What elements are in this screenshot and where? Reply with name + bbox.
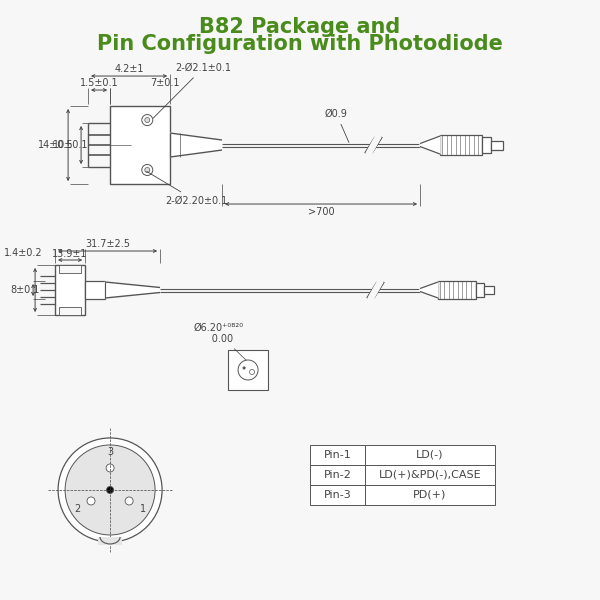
Text: LD(+)&PD(-),CASE: LD(+)&PD(-),CASE [379,470,481,480]
Bar [59,307,81,315]
Text: Ø0.9: Ø0.9 [325,109,349,142]
Text: PD(+): PD(+) [413,490,447,500]
Circle shape [243,367,245,369]
Bar [491,140,503,149]
Text: Pin-1: Pin-1 [323,450,352,460]
Text: 13.9±1: 13.9±1 [52,249,88,259]
Text: Pin Configuration with Photodiode: Pin Configuration with Photodiode [97,34,503,54]
Circle shape [145,118,150,122]
Bar [365,445,495,465]
Text: Pin-2: Pin-2 [323,470,352,480]
Circle shape [87,497,95,505]
Text: >700: >700 [308,207,334,217]
Bar [310,485,365,505]
Text: 2-Ø2.20±0.1: 2-Ø2.20±0.1 [146,172,227,206]
Text: 1.5±0.1: 1.5±0.1 [80,78,118,88]
Circle shape [238,360,258,380]
Circle shape [106,464,114,472]
Text: 1: 1 [140,504,146,514]
Bar [55,265,85,315]
Bar [310,445,365,465]
Circle shape [250,370,254,374]
Circle shape [145,167,150,172]
Bar [85,281,105,299]
Polygon shape [105,282,160,298]
Circle shape [142,115,153,125]
Bar [365,485,495,505]
Bar [365,465,495,485]
Text: 2-Ø2.1±0.1: 2-Ø2.1±0.1 [153,63,231,118]
Text: 8±0.1: 8±0.1 [10,285,40,295]
Circle shape [125,497,133,505]
Bar [484,286,494,294]
Circle shape [107,487,113,493]
Polygon shape [368,282,383,298]
Bar [59,265,81,273]
Text: Pin-3: Pin-3 [323,490,352,500]
Text: LD(-): LD(-) [416,450,444,460]
Bar [228,350,268,390]
Polygon shape [366,137,381,153]
Text: Ø6.20⁺⁰ᴮ²⁰
      0.00: Ø6.20⁺⁰ᴮ²⁰ 0.00 [193,322,246,360]
Circle shape [65,445,155,535]
Bar [438,281,476,299]
Text: 2: 2 [74,504,80,514]
Text: 1.4±0.2: 1.4±0.2 [4,248,43,258]
Circle shape [142,164,153,175]
Text: 14±0.5: 14±0.5 [38,140,74,150]
Bar [482,137,491,153]
Bar [310,465,365,485]
Bar [476,283,484,297]
Polygon shape [420,136,440,154]
Text: 31.7±2.5: 31.7±2.5 [85,239,130,249]
Polygon shape [420,282,438,298]
Text: 7±0.1: 7±0.1 [151,78,180,88]
Text: B82 Package and: B82 Package and [199,17,401,37]
Text: 4.2±1: 4.2±1 [115,64,144,74]
Bar [98,537,122,545]
Polygon shape [170,133,222,157]
Text: 3: 3 [107,447,113,457]
Bar [440,135,482,155]
Text: 10±0.1: 10±0.1 [53,140,89,150]
Circle shape [58,438,162,542]
Bar [110,106,170,184]
